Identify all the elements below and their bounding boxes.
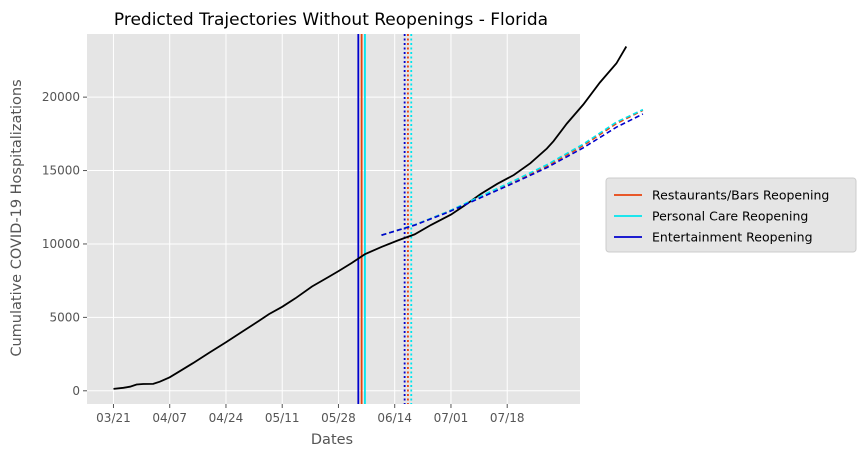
y-tick-label: 20000 [42, 90, 80, 104]
y-tick-label: 15000 [42, 164, 80, 178]
y-tick-label: 10000 [42, 237, 80, 251]
x-tick-label: 07/18 [490, 411, 525, 425]
legend-label: Entertainment Reopening [652, 230, 813, 245]
legend-box [605, 177, 857, 253]
x-tick-label: 07/01 [434, 411, 469, 425]
plot-area [87, 34, 580, 404]
chart-title: Predicted Trajectories Without Reopening… [114, 10, 548, 30]
y-axis-label: Cumulative COVID-19 Hospitalizations [9, 79, 25, 356]
y-axis-ticks: 0 5000 10000 15000 20000 [42, 90, 87, 398]
x-tick-label: 04/07 [152, 411, 187, 425]
grid-lines [87, 34, 580, 404]
y-tick-label: 0 [72, 384, 80, 398]
series-lines [113, 46, 644, 390]
x-tick-label: 05/28 [321, 411, 356, 425]
x-axis-label: Dates [311, 432, 353, 448]
x-tick-label: 05/11 [265, 411, 300, 425]
x-axis-ticks: 03/21 04/07 04/24 05/11 05/28 06/14 07/01 07/18 [96, 404, 525, 425]
x-tick-label: 06/14 [377, 411, 412, 425]
legend-label: Personal Care Reopening [652, 209, 808, 224]
projection-line [381, 108, 644, 236]
legend: Restaurants/Bars Reopening Personal Care … [605, 177, 857, 253]
reopening-lines [357, 34, 413, 404]
observed-line [113, 46, 628, 390]
x-tick-label: 04/24 [209, 411, 244, 425]
x-tick-label: 03/21 [96, 411, 131, 425]
y-tick-label: 5000 [49, 310, 80, 324]
legend-label: Restaurants/Bars Reopening [652, 188, 829, 203]
